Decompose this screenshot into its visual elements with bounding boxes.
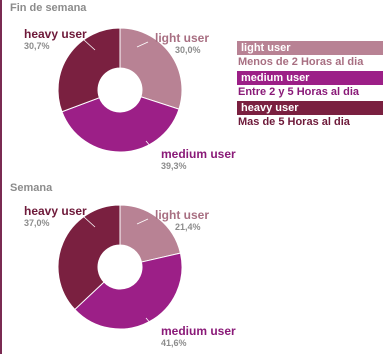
leader-line-medium-weekday xyxy=(145,317,153,326)
legend-item-medium: medium user Entre 2 y 5 Horas al dia xyxy=(237,71,383,98)
legend-desc-medium: Entre 2 y 5 Horas al dia xyxy=(238,86,360,98)
value-medium-weekend: 39,3% xyxy=(161,161,187,171)
legend-swatch-medium: medium user xyxy=(237,71,383,85)
value-heavy-weekend: 30,7% xyxy=(24,41,50,51)
legend-desc-heavy: Mas de 5 Horas al dia xyxy=(238,116,350,128)
slice-light-weekend xyxy=(119,27,183,110)
chart-legend: light user Menos de 2 Horas al dia mediu… xyxy=(237,41,383,131)
label-heavy-weekend: heavy user xyxy=(24,27,87,41)
value-heavy-weekday: 37,0% xyxy=(24,218,50,228)
leader-line-light-weekday xyxy=(136,218,149,225)
chart-title-weekday: Semana xyxy=(10,182,53,194)
leader-line-light-weekend xyxy=(136,41,149,48)
slice-light-weekday xyxy=(119,204,182,263)
slice-medium-weekend xyxy=(61,96,180,153)
chart-title-weekend: Fin de semana xyxy=(10,2,87,14)
value-light-weekday: 21,4% xyxy=(175,222,201,232)
leader-line-heavy-weekday xyxy=(83,216,96,228)
label-light-weekend: light user xyxy=(155,31,209,45)
legend-item-heavy: heavy user Mas de 5 Horas al dia xyxy=(237,101,383,128)
slice-heavy-weekday xyxy=(57,204,121,311)
leader-line-heavy-weekend xyxy=(83,39,96,51)
label-light-weekday: light user xyxy=(155,208,209,222)
value-medium-weekday: 41,6% xyxy=(161,338,187,348)
leader-line-medium-weekend xyxy=(145,140,153,149)
legend-swatch-light: light user xyxy=(237,41,383,55)
slice-heavy-weekend xyxy=(57,27,121,113)
label-medium-weekend: medium user xyxy=(161,147,236,161)
label-heavy-weekday: heavy user xyxy=(24,204,87,218)
value-light-weekend: 30,0% xyxy=(175,45,201,55)
legend-item-light: light user Menos de 2 Horas al dia xyxy=(237,41,383,68)
label-medium-weekday: medium user xyxy=(161,324,236,338)
legend-swatch-heavy: heavy user xyxy=(237,101,383,115)
slice-medium-weekday xyxy=(74,252,183,330)
legend-desc-light: Menos de 2 Horas al dia xyxy=(238,56,364,68)
left-border-line xyxy=(0,0,2,354)
